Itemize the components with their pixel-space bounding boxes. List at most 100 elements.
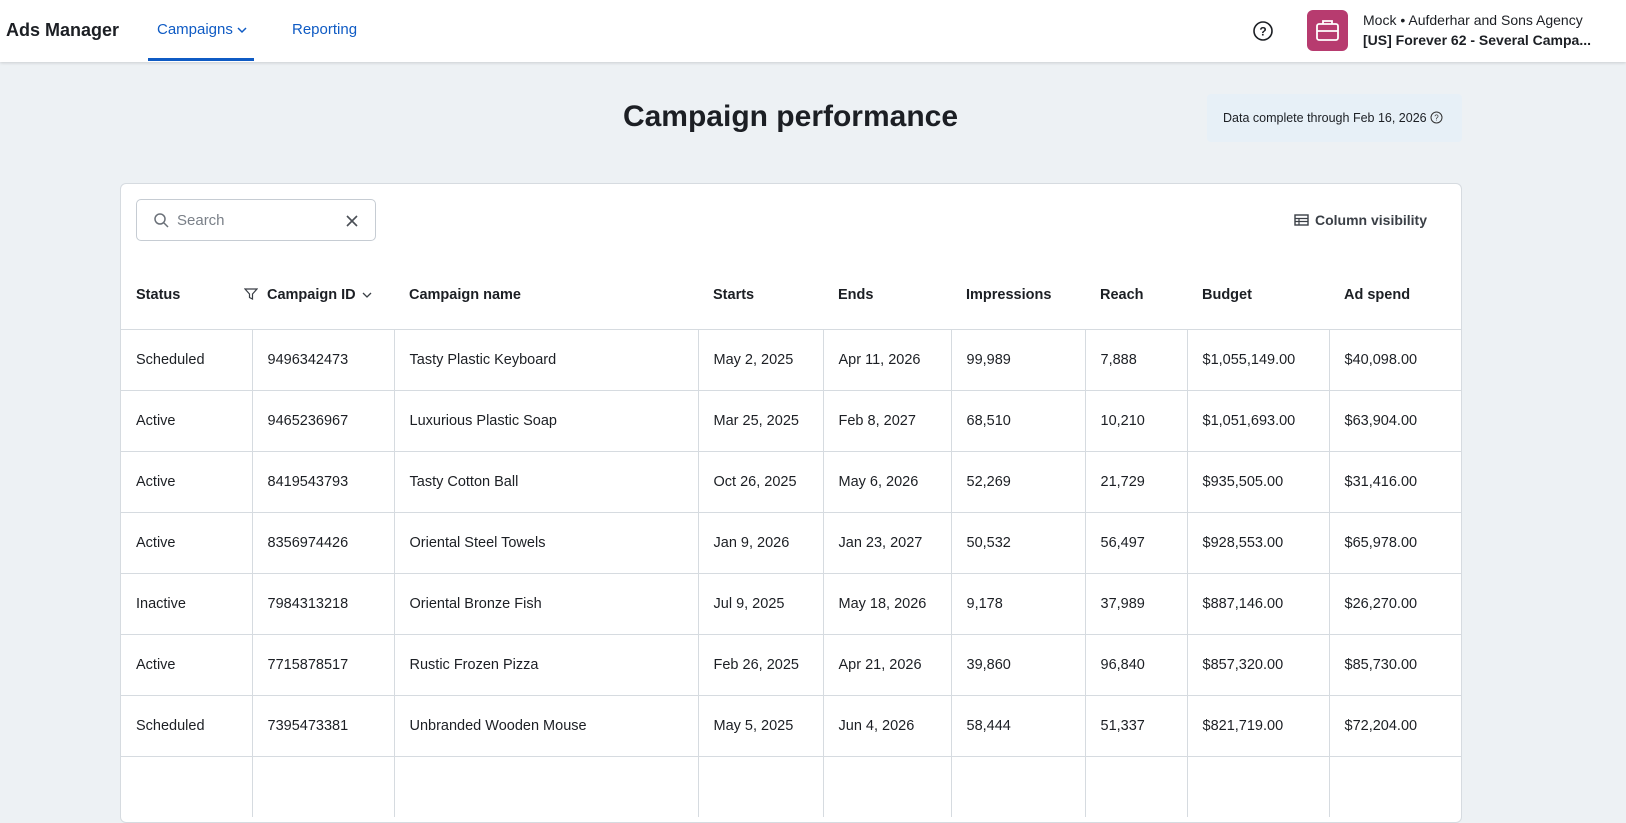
column-visibility-button[interactable]: Column visibility: [1294, 212, 1427, 228]
column-header[interactable]: Budget: [1187, 261, 1329, 330]
table-row[interactable]: Inactive 7984313218 Oriental Bronze Fish Ju…: [121, 573, 1461, 635]
table-cell: Active: [121, 390, 252, 452]
table-cell: Active: [121, 634, 252, 696]
table-cell: Jan 23, 2027: [822, 512, 951, 574]
table-cell: $63,904.00: [1328, 390, 1461, 452]
column-label: Starts: [713, 287, 755, 303]
table-cell: Rustic Frozen Pizza: [393, 634, 698, 696]
data-note: Data complete through Feb 16, 2026 ?: [1207, 94, 1462, 142]
search-box[interactable]: Search: [136, 199, 376, 241]
brand[interactable]: Ads Manager: [6, 20, 120, 40]
table-cell: Oct 26, 2025: [697, 451, 823, 513]
page-title: Campaign performance: [622, 100, 959, 133]
table-cell: 58,444: [950, 695, 1085, 757]
table-cell-empty: [1328, 756, 1461, 817]
table-cell: May 5, 2025: [697, 695, 823, 757]
columns-icon: [1294, 214, 1309, 226]
clear-icon[interactable]: [345, 214, 359, 228]
column-header[interactable]: Ends: [823, 261, 951, 330]
table-cell: Apr 21, 2026: [822, 634, 951, 696]
column-label: Budget: [1202, 287, 1252, 303]
table-row[interactable]: Scheduled 9496342473 Tasty Plastic Keyboar…: [121, 329, 1461, 391]
table-cell: 39,860: [950, 634, 1085, 696]
table-cell: $857,320.00: [1186, 634, 1329, 696]
table-cell: Tasty Plastic Keyboard: [393, 329, 698, 391]
table-cell: 21,729: [1084, 451, 1187, 513]
campaign-table: Status Campaign ID Campaign name Starts Ends…: [121, 261, 1461, 817]
table-cell: Jan 9, 2026: [697, 512, 823, 574]
table-cell: Inactive: [121, 573, 252, 635]
column-header[interactable]: Impressions: [951, 261, 1085, 330]
table-cell: Feb 26, 2025: [697, 634, 823, 696]
table-cell: $40,098.00: [1328, 329, 1461, 391]
briefcase-icon: [1316, 20, 1339, 41]
column-header[interactable]: Starts: [698, 261, 823, 330]
table-cell: 9465236967: [251, 390, 394, 452]
table-cell: $821,719.00: [1186, 695, 1329, 757]
table-cell: May 6, 2026: [822, 451, 951, 513]
table-cell: 56,497: [1084, 512, 1187, 574]
filter-icon[interactable]: [243, 287, 259, 301]
table-cell: $72,204.00: [1328, 695, 1461, 757]
table-cell: 37,989: [1084, 573, 1187, 635]
column-header[interactable]: Reach: [1085, 261, 1187, 330]
header-row: Status Campaign ID Campaign name Starts Ends…: [121, 261, 1461, 330]
table-cell: Oriental Steel Towels: [393, 512, 698, 574]
table-cell: Oriental Bronze Fish: [393, 573, 698, 635]
table-cell: 68,510: [950, 390, 1085, 452]
table-cell: May 18, 2026: [822, 573, 951, 635]
table-cell: 7395473381: [251, 695, 394, 757]
info-icon[interactable]: ?: [1430, 111, 1443, 124]
table-cell-empty: [950, 756, 1085, 817]
table-cell: 8356974426: [251, 512, 394, 574]
table-cell: 99,989: [950, 329, 1085, 391]
table-cell: $935,505.00: [1186, 451, 1329, 513]
table-row[interactable]: Active 9465236967 Luxurious Plastic Soap Ma…: [121, 390, 1461, 452]
column-label: Ends: [838, 287, 874, 303]
table-row[interactable]: Active 8419543793 Tasty Cotton Ball Oct 26,…: [121, 451, 1461, 513]
column-label: Campaign name: [409, 287, 521, 303]
table-cell: Scheduled: [121, 329, 252, 391]
table-cell: $1,055,149.00: [1186, 329, 1329, 391]
table-cell: Tasty Cotton Ball: [393, 451, 698, 513]
table-cell: 51,337: [1084, 695, 1187, 757]
table-cell: $928,553.00: [1186, 512, 1329, 574]
table-cell: Apr 11, 2026: [822, 329, 951, 391]
table-cell: Luxurious Plastic Soap: [393, 390, 698, 452]
table-cell: $31,416.00: [1328, 451, 1461, 513]
table-row[interactable]: Scheduled 7395473381 Unbranded Wooden Mous…: [121, 695, 1461, 757]
column-label: Reach: [1100, 287, 1144, 303]
nav-reporting[interactable]: Reporting: [292, 21, 358, 38]
table-cell-empty: [697, 756, 823, 817]
table-cell: May 2, 2025: [697, 329, 823, 391]
column-visibility-label: Column visibility: [1314, 212, 1427, 228]
nav-campaigns[interactable]: Campaigns: [157, 21, 247, 38]
sort-icon[interactable]: [362, 291, 372, 299]
table-row[interactable]: Active 8356974426 Oriental Steel Towels Jan…: [121, 512, 1461, 574]
column-header[interactable]: Campaign name: [394, 261, 698, 330]
table-cell: $26,270.00: [1328, 573, 1461, 635]
nav-indicator: [148, 58, 254, 61]
table-row[interactable]: Active 7715878517 Rustic Frozen Pizza Feb 2…: [121, 634, 1461, 696]
table-row-partial: [121, 756, 1461, 817]
table-cell: 52,269: [950, 451, 1085, 513]
table-cell: Jun 4, 2026: [822, 695, 951, 757]
table-panel: Search Column visibility Status Campaign …: [120, 183, 1462, 823]
table-cell: Scheduled: [121, 695, 252, 757]
help-icon[interactable]: ?: [1252, 20, 1274, 42]
table-cell: $887,146.00: [1186, 573, 1329, 635]
note-text: Data complete through Feb 16, 2026: [1223, 111, 1427, 125]
table-cell: $1,051,693.00: [1186, 390, 1329, 452]
table-body: Scheduled 9496342473 Tasty Plastic Keyboar…: [121, 329, 1461, 817]
column-header[interactable]: Ad spend: [1329, 261, 1461, 330]
account-agency: Mock • Aufderhar and Sons Agency: [1363, 12, 1583, 28]
column-label: Campaign ID: [267, 287, 356, 303]
table-cell-empty: [251, 756, 394, 817]
account-name[interactable]: [US] Forever 62 - Several Campa...: [1363, 32, 1591, 48]
column-header[interactable]: Campaign ID: [252, 261, 394, 330]
table-cell: 8419543793: [251, 451, 394, 513]
column-header[interactable]: Status: [121, 261, 259, 330]
column-label: Impressions: [966, 287, 1052, 303]
account-avatar[interactable]: [1307, 10, 1348, 51]
